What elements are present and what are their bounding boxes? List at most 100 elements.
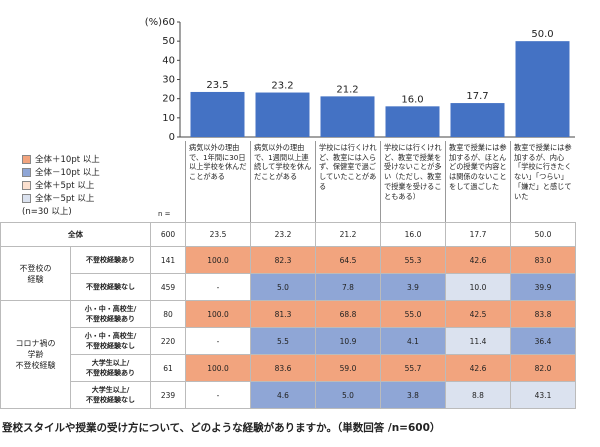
cell: 81.3 [250,300,316,328]
cell: 82.3 [250,246,316,274]
value-label: 21.2 [336,84,358,95]
row-label: 小・中・高校生/ 不登校経験あり [70,300,151,328]
cell: 3.9 [380,273,446,301]
n-value: 61 [150,354,186,382]
bar [320,96,375,137]
cell: 10.0 [445,273,511,301]
y-tick-label: 30 [162,75,175,86]
bar [255,92,310,137]
y-tick-label: 20 [162,94,175,105]
row: 大学生以上/ 不登校経験なし 239-4.6 5.0 3.8 8.8 43.1 [1,381,576,409]
cell: 16.0 [380,222,446,247]
legend-label: 全体－10pt 以上 [35,168,100,178]
category-label: 病気以外の理由で、1年間に30日以上学校を休んだことがある [185,141,251,223]
n-value: 141 [150,246,186,274]
y-tick-label: 50 [162,36,175,47]
cell: 68.8 [315,300,381,328]
legend-label: 全体－5pt 以上 [35,194,95,204]
row: 不登校経験なし 459-5.0 7.8 3.9 10.0 39.9 [1,273,576,301]
question: 登校スタイルや授業の受け方について、どのような経験がありますか。（単数回答 /n… [2,422,441,434]
cell: 5.0 [315,381,381,409]
cell: 5.5 [250,327,316,355]
value-label: 17.7 [466,91,488,102]
cell: 59.0 [315,354,381,382]
cell: 5.0 [250,273,316,301]
y-tick-label: 0 [169,132,175,140]
cell: 100.0 [185,354,251,382]
bar [385,106,440,137]
bar [190,91,245,137]
legend-item: 全体－5pt 以上 [22,192,94,204]
cell: - [185,273,251,301]
cell: 7.8 [315,273,381,301]
row: 小・中・高校生/ 不登校経験なし 220-5.5 10.9 4.1 11.4 36.4 [1,327,576,355]
cell: 83.6 [250,354,316,382]
chart: 0 10 20 30 40 50 60(%) 23.5 23.2 21.2 16.0 17.7 50.0 [145,17,575,140]
y-tick-label: 60 [162,17,175,28]
row: 全体 600 23.5 23.2 21.2 16.0 17.7 50.0 [0,222,576,247]
category-label: 学校には行くけれど、教室で授業を受けないことが多い（ただし、教室で授業を受けるこ… [380,141,446,223]
cell: 42.6 [445,246,511,274]
cell: 55.0 [380,300,446,328]
cell: 4.6 [250,381,316,409]
cell: 64.5 [315,246,381,274]
bar [450,103,505,137]
legend-item: 全体－10pt 以上 [22,166,100,178]
row-label: 不登校経験なし [70,273,151,301]
category-label: 教室で授業には参加するが、ほとんどの授業で内容とは関係のないことをして過ごした [445,141,511,223]
cell: 23.5 [185,222,251,247]
legend-item: 全体＋5pt 以上 [22,179,94,191]
n-value: 459 [150,273,186,301]
cell: 100.0 [185,246,251,274]
cell: 83.8 [510,300,576,328]
n-label: n = [158,210,171,218]
cell: 55.3 [380,246,446,274]
category-label: 教室で授業には参加するが、内心「学校に行きたくない」「つらい」「嫌だ」と感じてい… [510,141,576,223]
cell: 21.2 [315,222,381,247]
y-tick-label: 40 [162,55,175,66]
n-value: 220 [150,327,186,355]
legend-swatch [22,180,31,190]
cell: 83.0 [510,246,576,274]
row-label: 全体 [0,222,151,247]
cell: 39.9 [510,273,576,301]
result-table: 全体 600 23.5 23.2 21.2 16.0 17.7 50.0 不登校の 経験 不登校経… [0,222,576,409]
legend-swatch [22,154,31,164]
cell: 43.1 [510,381,576,409]
n-value: 80 [150,300,186,328]
row-label: 小・中・高校生/ 不登校経験なし [70,327,151,355]
value-label: 23.5 [206,80,228,91]
legend-label: 全体＋10pt 以上 [35,155,100,165]
group-label: 不登校の 経験 [0,246,71,301]
cell: 10.9 [315,327,381,355]
legend-swatch [22,193,31,203]
row: 大学生以上/ 不登校経験あり 61 100.0 83.6 59.0 55.7 42.6 82.… [1,354,576,382]
cell: 17.7 [445,222,511,247]
cell: 55.7 [380,354,446,382]
cell: 8.8 [445,381,511,409]
cell: 11.4 [445,327,511,355]
cell: 42.6 [445,354,511,382]
row-label: 大学生以上/ 不登校経験なし [70,381,151,409]
category-label: 学校には行くけれど、教室には入らず、保健室で過ごしていたことがある [315,141,381,223]
legend-item: 全体＋10pt 以上 [22,153,100,165]
row-label: 大学生以上/ 不登校経験あり [70,354,151,382]
value-label: 16.0 [401,94,423,105]
value-label: 23.2 [271,81,293,92]
cell: 3.8 [380,381,446,409]
n-value: 600 [150,222,186,247]
cell: 82.0 [510,354,576,382]
legend-swatch [22,167,31,177]
bar [515,41,570,137]
n-value: 239 [150,381,186,409]
group-label: コロナ禍の 学齢 不登校経験 [0,300,71,409]
legend-note: (n=30 以上) [22,207,72,217]
value-label: 50.0 [531,29,553,40]
cell: 36.4 [510,327,576,355]
y-tick-label: 10 [162,113,175,124]
legend-label: 全体＋5pt 以上 [35,181,95,191]
cell: 100.0 [185,300,251,328]
y-axis-label: (%) [145,17,162,28]
category-label: 病気以外の理由で、1週間以上連続して学校を休んだことがある [250,141,316,223]
